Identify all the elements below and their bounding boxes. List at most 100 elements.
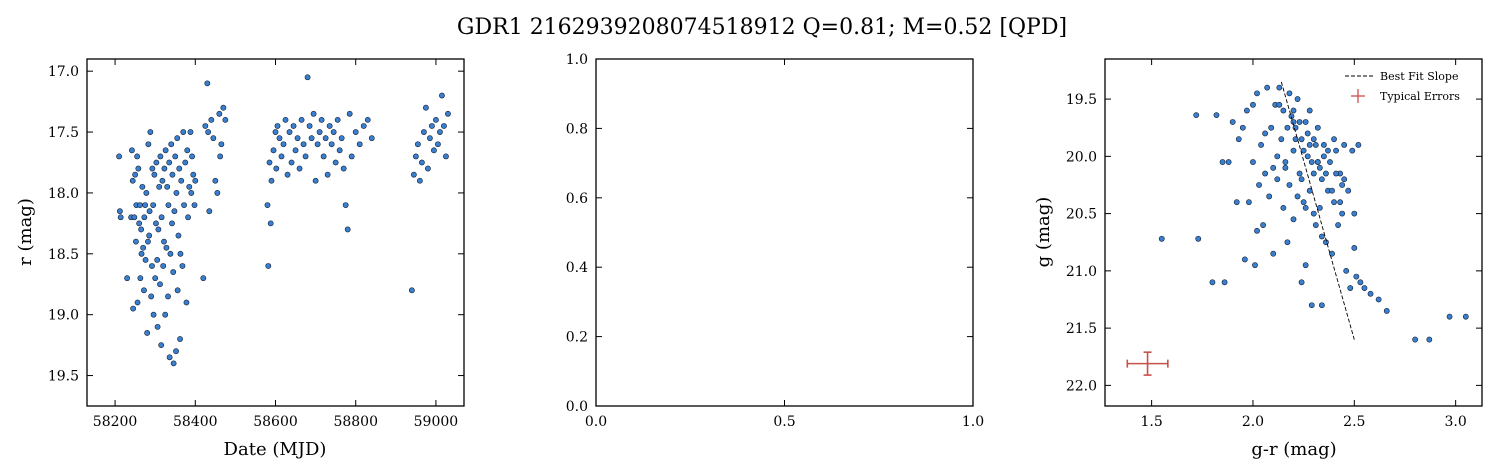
- cmd-point: [1243, 107, 1250, 114]
- lightcurve-point: [137, 275, 144, 282]
- cmd-point: [1219, 159, 1226, 165]
- lightcurve-point: [308, 135, 315, 142]
- cmd-point: [1300, 147, 1307, 154]
- cmd-ytick-label: 21.5: [1066, 321, 1097, 337]
- cmd-legend: Best Fit Slope Typical Errors: [1345, 70, 1460, 103]
- lightcurve-point: [134, 153, 141, 160]
- lightcurve-point: [173, 190, 180, 196]
- lightcurve-point: [169, 171, 176, 178]
- cmd-point: [1339, 210, 1346, 217]
- cmd-point: [1254, 227, 1260, 234]
- lightcurve-point: [306, 123, 313, 129]
- lightcurve-ytick-label: 17.5: [48, 125, 79, 141]
- lightcurve-point: [170, 269, 177, 275]
- cmd-point: [1335, 222, 1341, 228]
- lightcurve-point: [141, 214, 148, 221]
- cmd-point: [1280, 204, 1287, 211]
- lightcurve-point: [149, 263, 155, 269]
- cmd-point: [1262, 170, 1269, 177]
- lightcurve-point: [278, 153, 285, 160]
- cmd-point: [1193, 112, 1200, 119]
- cmd-point: [1278, 136, 1285, 143]
- cmd-point: [1321, 153, 1327, 160]
- cmd-point: [1367, 290, 1374, 297]
- lightcurve-point: [433, 116, 439, 123]
- lightcurve-point: [310, 110, 317, 117]
- lightcurve-point: [124, 275, 131, 282]
- lightcurve-point: [116, 153, 122, 160]
- lightcurve-xtick-label: 58200: [93, 414, 138, 430]
- cmd-point: [1213, 112, 1220, 119]
- lightcurve-point: [179, 263, 186, 269]
- cmd-point: [1274, 176, 1281, 183]
- lightcurve-points: [116, 74, 451, 367]
- lightcurve-point: [427, 135, 433, 142]
- lightcurve-point: [204, 80, 211, 87]
- empty-panel: 0.0 0.5 1.0 0.0 0.2 0.4 0.6 0.8 1.0: [566, 52, 984, 430]
- cmd-point: [1446, 313, 1453, 320]
- typical-errors-marker: [1126, 351, 1169, 376]
- cmd-point: [1426, 336, 1433, 343]
- legend-err-label: Typical Errors: [1380, 90, 1460, 103]
- lightcurve-point: [284, 171, 291, 178]
- lightcurve-point: [420, 129, 427, 135]
- lightcurve-ylabel: r (mag): [15, 198, 36, 266]
- cmd-ytick-label: 20.0: [1066, 149, 1097, 165]
- lightcurve-point: [116, 208, 123, 215]
- cmd-point: [1351, 245, 1358, 251]
- lightcurve-point: [117, 214, 124, 221]
- cmd-point: [1229, 119, 1236, 125]
- cmd-point: [1302, 262, 1309, 269]
- lightcurve-point: [138, 250, 145, 257]
- lightcurve-point: [154, 256, 161, 263]
- lightcurve-point: [296, 165, 303, 172]
- cmd-point: [1316, 164, 1323, 171]
- lightcurve-point: [222, 116, 229, 123]
- cmd-ticks: 1.5 2.0 2.5 3.0 19.5 20.0 20.5 21.0 21.5 22.0: [1066, 59, 1482, 430]
- lightcurve-point: [159, 177, 166, 184]
- lightcurve-point: [267, 220, 274, 227]
- empty-panel-ytick-label: 0.6: [566, 191, 588, 207]
- lightcurve-point: [330, 129, 337, 135]
- cmd-point: [1292, 136, 1299, 143]
- lightcurve-point: [151, 171, 158, 178]
- lightcurve-point: [280, 141, 287, 148]
- cmd-point: [1306, 107, 1313, 114]
- lightcurve-point: [276, 135, 283, 142]
- lightcurve-point: [312, 177, 319, 184]
- cmd-xtick-label: 2.5: [1343, 414, 1365, 430]
- lightcurve-point: [147, 129, 154, 135]
- cmd-point: [1286, 90, 1293, 97]
- cmd-point: [1333, 170, 1339, 177]
- cmd-point: [1341, 141, 1348, 148]
- lightcurve-point: [344, 226, 351, 233]
- lightcurve-point: [294, 135, 301, 142]
- empty-axes-frame: [595, 58, 974, 407]
- lightcurve-point: [441, 123, 447, 129]
- cmd-point: [1310, 136, 1317, 143]
- cmd-point: [1233, 199, 1240, 206]
- empty-panel-xtick-label: 0.5: [773, 414, 795, 430]
- lightcurve-point: [356, 141, 363, 148]
- lightcurve-point: [176, 165, 183, 172]
- lightcurve-point: [210, 135, 217, 142]
- lightcurve-point: [437, 129, 443, 135]
- cmd-point: [1282, 159, 1289, 165]
- lightcurve-point: [218, 141, 225, 148]
- lightcurve-point: [360, 123, 367, 129]
- lightcurve-point: [140, 244, 147, 251]
- lightcurve-point: [167, 250, 174, 257]
- lightcurve-ticks: 58200 58400 58600 58800 59000 17.0 17.5 18.0 18.…: [48, 59, 464, 430]
- lightcurve-xtick-label: 59000: [414, 414, 459, 430]
- cmd-point: [1286, 182, 1293, 188]
- empty-panel-xtick-label: 1.0: [962, 414, 984, 430]
- lightcurve-point: [216, 110, 223, 117]
- cmd-point: [1347, 285, 1354, 291]
- cmd-xlabel: g-r (mag): [1251, 439, 1336, 460]
- lightcurve-point: [152, 275, 159, 282]
- empty-panel-ytick-label: 1.0: [566, 52, 588, 68]
- cmd-point: [1300, 199, 1307, 206]
- lightcurve-point: [130, 305, 137, 312]
- lightcurve-xtick-label: 58600: [253, 414, 298, 430]
- lightcurve-point: [177, 250, 184, 257]
